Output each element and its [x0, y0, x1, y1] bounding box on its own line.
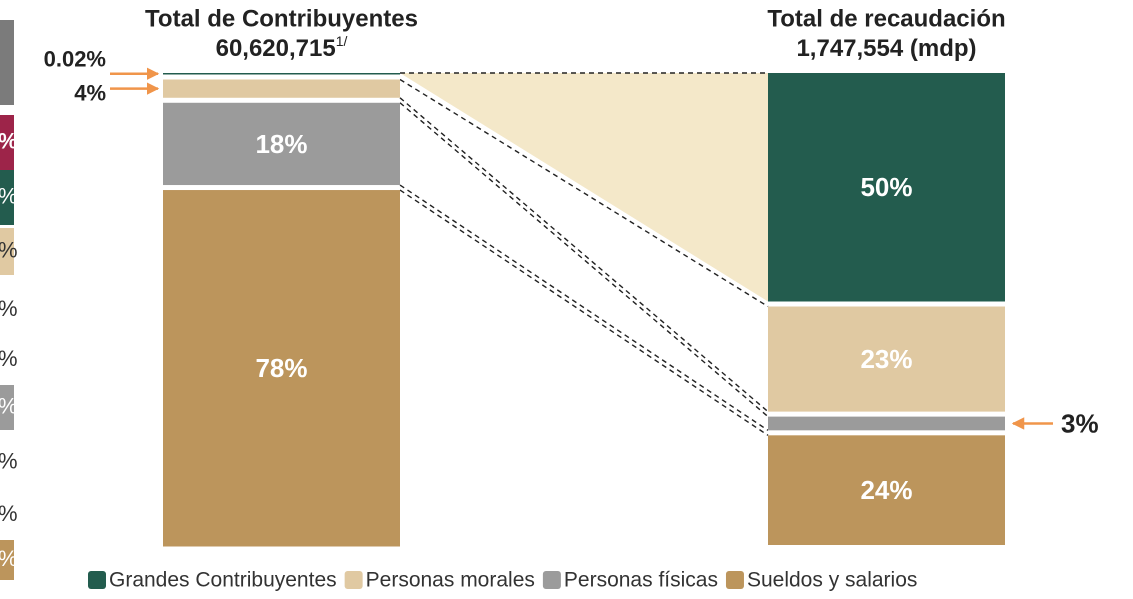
side-text: % [0, 183, 18, 208]
side-cell [0, 540, 14, 580]
connector-area [400, 73, 768, 302]
side-cell [0, 385, 14, 430]
chart-subtitle: 1,747,554 (mdp) [796, 35, 976, 62]
side-cell [0, 115, 14, 170]
legend-swatch [344, 571, 363, 589]
side-fragment: %%%%%%%%% [0, 20, 18, 580]
side-cell [0, 20, 14, 105]
side-cell [0, 285, 14, 335]
bar-segment [163, 73, 400, 75]
bar-segment [163, 79, 400, 98]
bar-segment [163, 190, 400, 547]
footnote-mark: 1/ [336, 33, 348, 49]
legend-swatch [88, 571, 106, 589]
connector [399, 189, 769, 436]
side-text: % [0, 546, 18, 571]
side-cell [0, 335, 14, 385]
connector [399, 78, 769, 308]
value-label: 18% [255, 129, 307, 159]
side-cell [0, 490, 14, 540]
bar-segment [768, 416, 1005, 431]
side-text: % [0, 296, 18, 321]
value-label: 78% [255, 353, 307, 383]
side-text: % [0, 346, 18, 371]
value-label: 0.02% [44, 47, 106, 72]
connectors [399, 72, 769, 436]
subtitle-text: 1,747,554 (mdp) [796, 35, 976, 62]
bar-segment [768, 435, 1005, 545]
bar-segment [163, 102, 400, 186]
side-cell [0, 228, 14, 275]
chart-subtitle: 60,620,7151/ [216, 33, 348, 63]
bars [163, 73, 1005, 547]
legend-label: Sueldos y salarios [747, 569, 917, 592]
side-cell [0, 435, 14, 490]
legend-swatch [725, 571, 744, 589]
value-label: 4% [74, 80, 106, 105]
side-text: % [0, 237, 18, 262]
side-text: % [0, 501, 18, 526]
side-text: % [0, 448, 18, 473]
side-text: % [0, 393, 18, 418]
side-text: % [0, 128, 18, 153]
labels: 0.02% 4% 18% 78% 50% 23% 3% 24% Total de Contrib… [44, 5, 1099, 505]
chart-title: Total de recaudación [767, 5, 1005, 32]
side-cell [0, 170, 14, 225]
legend-label: Grandes Contribuyentes [109, 569, 337, 592]
legend-label: Personas morales [366, 569, 535, 592]
bar-segment [768, 306, 1005, 412]
value-label: 50% [860, 172, 912, 202]
legend-swatch [542, 571, 561, 589]
subtitle-text: 60,620,715 [216, 35, 336, 62]
bar-segment [768, 73, 1005, 302]
connector [399, 184, 769, 431]
value-label: 3% [1061, 408, 1099, 438]
value-label: 23% [860, 344, 912, 374]
legend-label: Personas físicas [564, 569, 718, 592]
value-label: 24% [860, 475, 912, 505]
legend: Grandes Contribuyentes Personas morales Pe… [88, 569, 917, 592]
chart-title: Total de Contribuyentes [145, 5, 418, 32]
